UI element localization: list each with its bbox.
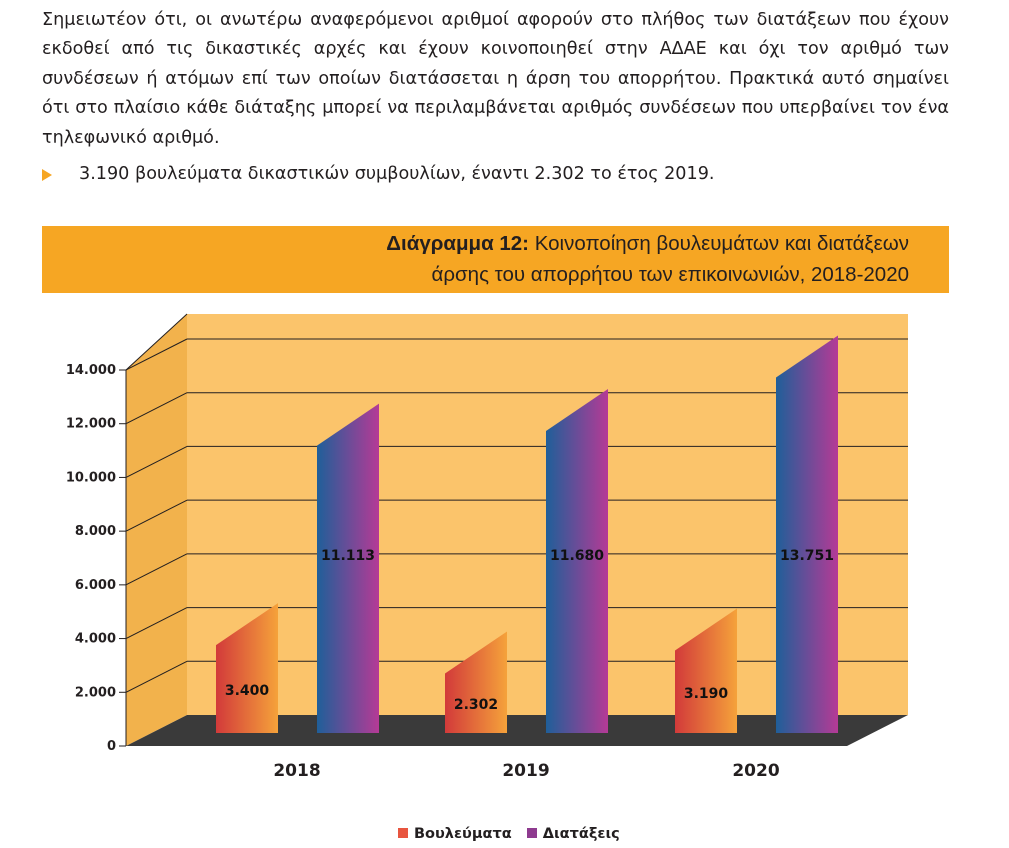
chart-title-banner: Διάγραμμα 12: Κοινοποίηση βουλευμάτων κα… (42, 226, 949, 293)
chart-title-text-1: Κοινοποίηση βουλευμάτων και διατάξεων (534, 232, 909, 255)
chart-number: Διάγραμμα 12: (386, 232, 530, 255)
data-label: 3.400 (225, 683, 270, 699)
bar-vouleumata-2019 (445, 631, 507, 733)
gridline-diagonal (125, 553, 188, 586)
intro-paragraph: Σημειωτέον ότι, οι ανωτέρω αναφερόμενοι … (42, 10, 949, 148)
chart-title-line-1: Διάγραμμα 12: Κοινοποίηση βουλευμάτων κα… (386, 232, 909, 256)
chart-legend: Βουλεύματα Διατάξεις (398, 826, 630, 846)
x-tick-label: 2018 (273, 761, 320, 781)
bar-diataxeis-2019 (546, 388, 608, 733)
y-tick-label: 0 (107, 739, 116, 754)
gridline-diagonal (125, 392, 188, 425)
plot-left-wall (126, 314, 187, 746)
legend-swatch-vouleumata (398, 828, 408, 838)
y-axis-top-edge (125, 313, 188, 371)
y-tick-label: 6.000 (75, 578, 116, 593)
data-label: 11.680 (550, 548, 604, 564)
gridline-diagonal (125, 499, 188, 532)
y-tick-label: 4.000 (75, 632, 116, 647)
x-tick-label: 2020 (732, 761, 779, 781)
bar-vouleumata-2018 (216, 603, 278, 733)
gridline-diagonal (125, 445, 188, 478)
data-label: 11.113 (321, 548, 375, 564)
x-tick-label: 2019 (502, 761, 549, 781)
gridline-diagonal (125, 660, 188, 693)
bar-diataxeis-2020 (776, 335, 838, 733)
legend-item-diataxeis: Διατάξεις (526, 826, 620, 842)
legend-label-vouleumata: Βουλεύματα (414, 826, 512, 842)
chart-title-line-2: άρσης του απορρήτου των επικοινωνιών, 20… (431, 263, 910, 286)
data-label: 2.302 (454, 697, 498, 713)
data-label: 13.751 (780, 548, 834, 564)
legend-item-vouleumata: Βουλεύματα (398, 826, 512, 842)
bar-vouleumata-2020 (675, 608, 737, 733)
gridline-diagonal (125, 338, 188, 371)
triangle-bullet-icon (42, 169, 52, 181)
y-tick-label: 8.000 (75, 524, 116, 539)
y-tick-label: 10.000 (66, 470, 116, 485)
bar-chart: 0 2.000 4.000 6.000 8.000 10.000 12.000 14.000 3… (66, 313, 908, 781)
gridline-diagonal (125, 607, 188, 640)
legend-swatch-diataxeis (526, 828, 537, 838)
bar-diataxeis-2018 (317, 403, 379, 733)
y-tick-label: 12.000 (66, 417, 116, 432)
bullet-text: 3.190 βουλεύματα δικαστικών συμβουλίων, … (79, 164, 715, 184)
y-tick-label: 14.000 (66, 363, 116, 378)
y-tick-label: 2.000 (75, 685, 116, 700)
data-label: 3.190 (684, 686, 729, 702)
legend-label-diataxeis: Διατάξεις (542, 826, 620, 842)
